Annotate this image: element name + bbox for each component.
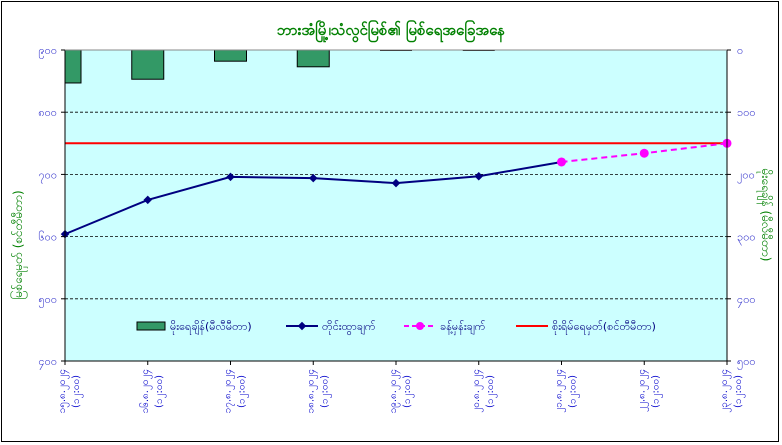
x-tick-label: ၁၈.၈.၂၀၂၄ (၁၂:၀၀): [305, 369, 332, 413]
x-tick-label: ၁၇.၈.၂၀၂၄ (၁၂:၀၀): [223, 369, 250, 413]
observed-point: [226, 172, 235, 182]
x-tick-time: (၁၂:၀၀): [71, 375, 84, 408]
plot-area: [65, 50, 727, 361]
y-tick-label: ၅၀၀: [38, 293, 57, 308]
x-tick-time: (၁၂:၀၀): [568, 375, 581, 408]
x-tick-date: ၂၁.၈.၂၀၂၄: [554, 369, 567, 413]
y2-tick-label: ၄၀၀: [737, 293, 756, 308]
x-tick-date: ၂၀.၈.၂၀၂၄: [471, 369, 484, 413]
x-tick-date: ၁၅.၈.၂၀၂၄: [57, 369, 70, 413]
y-tick-label: ၈၀၀: [38, 106, 57, 119]
rain-bar: [64, 49, 82, 84]
observed-point: [474, 172, 483, 181]
y2-tick-label: ၁၀၀: [737, 106, 756, 119]
x-tick-time: (၁၂:၀၀): [402, 375, 415, 408]
observed-point: [391, 178, 401, 188]
x-tick-time: (၁၂:၀၀): [485, 375, 498, 408]
y-tick-label: ၉၀၀: [38, 44, 57, 59]
x-tick-label: ၂၂.၈.၂၀၂၄ (၁၂:၀၀): [636, 369, 663, 412]
x-tick-label: ၂၁.၈.၂၀၂၄ (၁၂:၀၀): [554, 369, 581, 413]
x-tick-label: ၁၆.၈.၂၀၂၄ (၁၂:၀၀): [138, 369, 167, 413]
forecast-point: [557, 157, 566, 167]
x-tick-date: ၁၆.၈.၂၀၂၄: [138, 369, 153, 413]
x-tick-time: (၁၂:၀၀): [237, 375, 250, 408]
y2-tick-label: ၅၀၀: [737, 355, 756, 370]
x-tick-label: ၁၅.၈.၂၀၂၄ (၁၂:၀၀): [57, 369, 84, 413]
x-tick-date: ၁၉.၈.၂၀၂၄: [388, 369, 401, 413]
y2-tick-label: ၂၀၀: [737, 168, 755, 183]
legend-label-observed: တိုင်းထွာချက်: [322, 320, 376, 335]
y2-axis-title: မိုးရေချိန် (မီလီမီတာ): [756, 169, 774, 262]
rain-bar: [131, 49, 165, 80]
rain-bar: [214, 49, 247, 62]
x-tick-date: ၂၂.၈.၂၀၂၄: [636, 369, 649, 412]
observed-point: [143, 195, 152, 205]
x-tick-time: (၁၂:၀၀): [650, 375, 663, 408]
y-tick-label: ၇၀၀: [38, 168, 57, 183]
y2-tick-label: ၀: [737, 44, 743, 57]
legend-label-danger: စိုးရိမ်ရေမှတ်(စင်တီမီတာ): [552, 320, 656, 335]
legend-marker-forecast: [416, 322, 424, 330]
legend: မိုးရေချိန်(မီလီမီတာ) တိုင်းထွာချက် ခန့်…: [136, 320, 656, 335]
x-tick-date: ၁၇.၈.၂၀၂၄: [223, 369, 236, 413]
x-tick-label: ၂၃.၈.၂၀၂၄ (၁၂:၀၀): [719, 369, 746, 413]
legend-marker-observed: [297, 321, 307, 331]
x-tick-time: (၁၂:၀၀): [733, 375, 746, 408]
x-tick-date: ၁၈.၈.၂၀၂၄: [305, 369, 318, 413]
x-tick-time: (၁၂:၀၀): [319, 375, 332, 408]
x-tick-date: ၂၃.၈.၂၀၂၄: [719, 369, 732, 413]
legend-label-rain: မိုးရေချိန်(မီလီမီတာ): [170, 320, 252, 335]
observed-point: [309, 173, 318, 183]
y-axis-title: မြစ်ရေမှတ် (စင်တီမီတာ): [9, 190, 28, 299]
legend-label-forecast: ခန့်မှန်းချက်: [440, 320, 486, 335]
chart-title: ဘားအံမြို့၊သံလွင်မြစ်၏ မြစ်ရေအခြေအနေ: [277, 19, 505, 43]
y-tick-label: ၆၀၀: [38, 231, 57, 244]
y2-tick-label: ၃၀၀: [737, 231, 756, 246]
rain-bar: [296, 49, 330, 68]
legend-swatch-rain: [136, 321, 166, 331]
x-tick-time: (၁၂:၀၀): [154, 375, 167, 408]
forecast-point: [639, 148, 649, 158]
y-tick-label: ၄၀၀: [38, 355, 57, 370]
x-tick-label: ၁၉.၈.၂၀၂၄ (၁၂:၀၀): [388, 369, 415, 413]
x-tick-label: ၂၀.၈.၂၀၂၄ (၁၂:၀၀): [471, 369, 498, 413]
